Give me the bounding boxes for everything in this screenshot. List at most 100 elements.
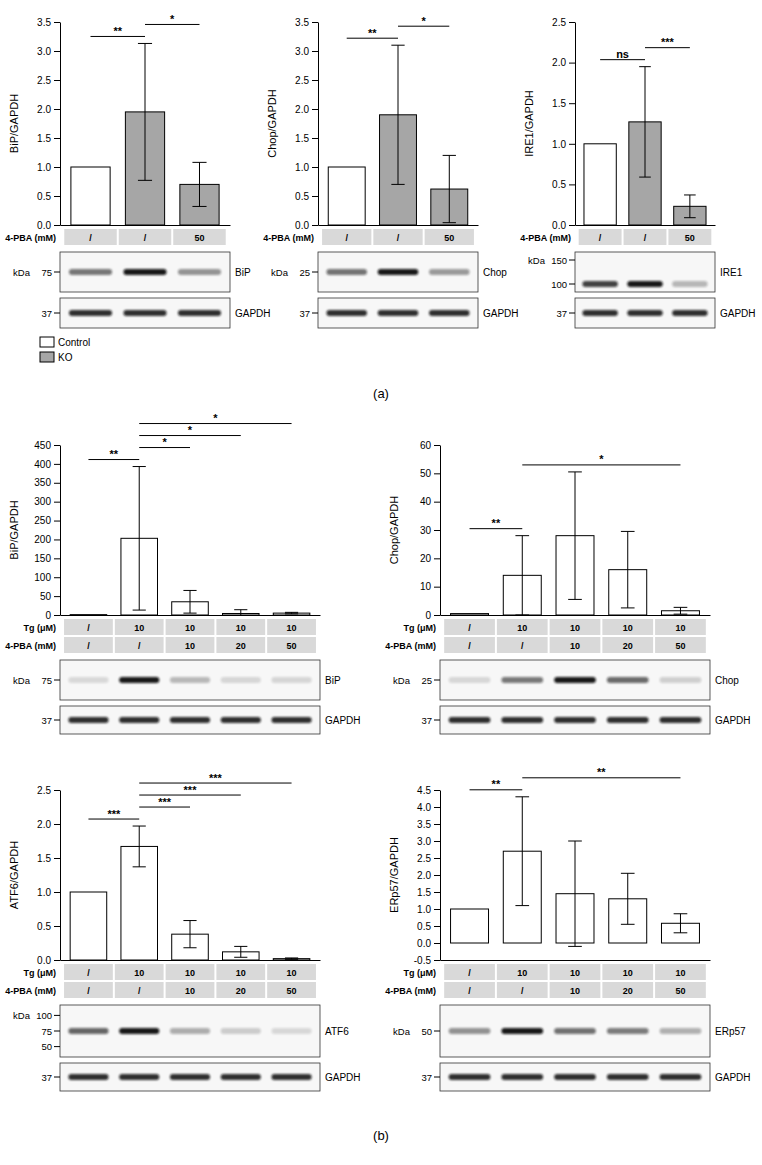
y-axis: 0.00.51.01.52.02.53.03.5 xyxy=(295,17,318,231)
blot-band xyxy=(221,1074,261,1080)
error-stem xyxy=(575,841,576,946)
blot-band xyxy=(501,717,543,723)
y-tick-mark xyxy=(54,196,60,197)
error-cap xyxy=(192,162,206,163)
y-tick-label: 20 xyxy=(420,553,432,564)
treatment-cell xyxy=(602,964,653,980)
blot-band xyxy=(68,1074,108,1080)
error-bar xyxy=(621,531,635,608)
y-tick-label: 1.0 xyxy=(417,904,431,915)
treatment-cell xyxy=(550,619,601,635)
plot-marks xyxy=(328,45,467,225)
y-tick: 10 xyxy=(420,581,440,592)
treatment-value: 50 xyxy=(287,986,297,996)
treatment-value: / xyxy=(468,641,471,651)
y-tick: 2.0 xyxy=(552,57,575,68)
marker-label: 37 xyxy=(421,715,432,726)
y-tick-label: 2.5 xyxy=(37,785,51,796)
y-tick-mark xyxy=(434,790,440,791)
treatment-cell xyxy=(166,637,215,653)
blot-label: IRE1 xyxy=(720,267,743,278)
y-tick: 0.0 xyxy=(295,220,318,231)
treatment-value: / xyxy=(89,233,92,243)
treatment-cell xyxy=(173,229,225,245)
error-bar xyxy=(183,590,196,613)
blot-band xyxy=(271,1074,311,1080)
blot-label: GAPDH xyxy=(720,308,756,319)
y-tick: 50 xyxy=(40,591,60,602)
blot-band xyxy=(178,269,221,275)
error-bar xyxy=(285,958,298,959)
treatment-cell xyxy=(602,619,653,635)
treatment-cell xyxy=(64,229,116,245)
y-tick-mark xyxy=(312,225,318,226)
treatment-value: 10 xyxy=(623,968,633,978)
treatment-value: 20 xyxy=(236,641,246,651)
y-tick: 1.5 xyxy=(295,133,318,144)
error-cap xyxy=(391,184,404,185)
bar xyxy=(328,167,365,225)
blot-band xyxy=(119,1074,159,1080)
treatment-cell xyxy=(216,619,265,635)
blot-band xyxy=(170,677,210,683)
marker-tick xyxy=(434,1031,440,1032)
blot-label: BiP xyxy=(235,267,251,278)
error-cap xyxy=(684,217,696,218)
y-tick-mark xyxy=(54,51,60,52)
treatment-value: / xyxy=(644,233,647,243)
treatment-value: 10 xyxy=(675,623,685,633)
y-tick-mark xyxy=(434,807,440,808)
y-tick-mark xyxy=(312,109,318,110)
error-stem xyxy=(190,590,191,613)
treatment-value: / xyxy=(144,233,147,243)
blot-band xyxy=(178,310,221,316)
y-tick: 0.5 xyxy=(37,191,60,202)
y-tick: 350 xyxy=(34,477,60,488)
y-tick-mark xyxy=(434,473,440,474)
blot-label: GAPDH xyxy=(235,308,271,319)
treatment-cell xyxy=(425,229,474,245)
blot-band xyxy=(69,269,112,275)
error-stem xyxy=(240,610,241,615)
error-stem xyxy=(575,472,576,600)
blot-frame xyxy=(318,252,478,292)
y-axis-title: ERp57/GAPDH xyxy=(388,837,400,913)
y-tick-label: 0 xyxy=(45,610,51,621)
panel-label: (a) xyxy=(373,386,389,401)
x-axis-line xyxy=(441,615,711,616)
blot-band xyxy=(119,677,159,683)
treatment-value: 10 xyxy=(185,641,195,651)
error-stem xyxy=(522,797,523,906)
y-axis: 0.00.51.01.52.02.5 xyxy=(552,17,575,231)
y-tick: 1.0 xyxy=(552,139,575,150)
blot-band xyxy=(501,1074,543,1080)
error-stem xyxy=(190,921,191,948)
error-cap xyxy=(515,535,529,536)
y-tick-label: 1.0 xyxy=(552,139,566,150)
treatment-cell xyxy=(444,964,495,980)
x-axis xyxy=(441,960,711,962)
y-tick-mark xyxy=(54,464,60,465)
y-tick-label: 2.0 xyxy=(295,104,309,115)
y-tick: 1.0 xyxy=(417,904,440,915)
significance-label: *** xyxy=(209,772,223,784)
y-axis-title: ATF6/GAPDH xyxy=(8,841,20,909)
treatment-cell xyxy=(550,964,601,980)
error-cap xyxy=(183,613,196,614)
error-stem xyxy=(680,607,681,614)
y-tick-mark xyxy=(434,926,440,927)
marker-tick xyxy=(312,272,318,273)
blot-frame xyxy=(60,252,230,292)
error-cap xyxy=(674,932,688,933)
y-tick-mark xyxy=(434,445,440,446)
y-tick-label: 3.5 xyxy=(295,17,309,28)
x-axis-line xyxy=(319,225,479,226)
y-tick-mark xyxy=(312,22,318,23)
error-stem xyxy=(627,873,628,924)
treatment-value: 20 xyxy=(623,641,633,651)
y-axis: 0102030405060 xyxy=(420,440,441,621)
error-bar xyxy=(674,607,688,614)
x-axis-line xyxy=(61,615,321,616)
error-cap xyxy=(183,590,196,591)
figure: (a)(b)0.00.51.01.52.02.53.03.5BiP/GAPDH*… xyxy=(0,0,762,1165)
